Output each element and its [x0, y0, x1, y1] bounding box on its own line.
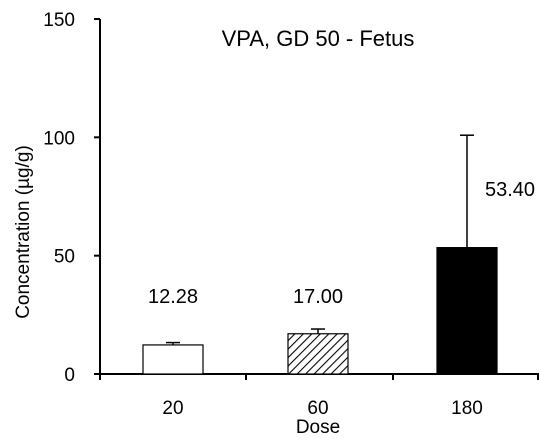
x-tick-label: 20: [162, 398, 183, 419]
bar-20: [142, 344, 204, 375]
y-tick-label: 100: [43, 128, 75, 149]
x-tick-label: 60: [307, 398, 328, 419]
bar-180: [436, 247, 498, 375]
x-tick-label: 180: [451, 398, 483, 419]
y-tick-label: 150: [43, 10, 75, 31]
value-label: 17.00: [293, 286, 343, 308]
chart-marks: 0 50 100 150 12.28 20 17.00 60 53.40 180: [43, 10, 539, 419]
value-label: 12.28: [148, 286, 198, 308]
y-tick-label: 0: [64, 365, 75, 386]
y-axis-title: Concentration (µg/g): [13, 145, 34, 319]
chart-title: VPA, GD 50 - Fetus: [222, 26, 415, 51]
bar-60: [287, 333, 349, 375]
value-label: 53.40: [485, 179, 535, 201]
y-tick-label: 50: [54, 247, 75, 268]
x-axis-title: Dose: [296, 417, 340, 438]
